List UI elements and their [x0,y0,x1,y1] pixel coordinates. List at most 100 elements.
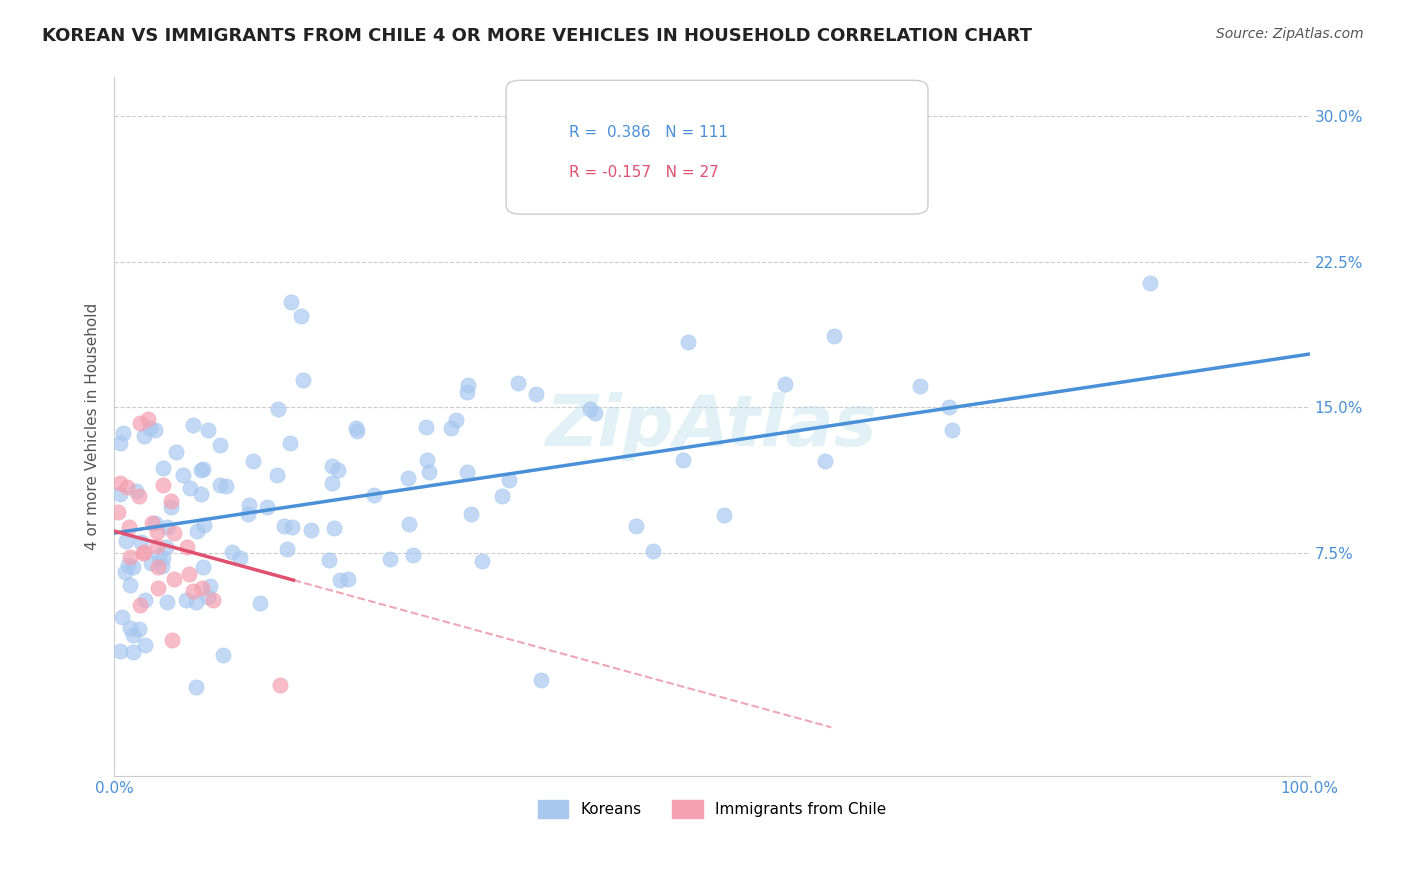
Point [336,573,359,587]
Point [299,523,322,537]
Point [176,540,198,554]
Point [114,565,136,579]
Legend: Koreans, Immigrants from Chile: Koreans, Immigrants from Chile [531,794,893,824]
Point [322,520,344,534]
Point [132,428,155,442]
Point [460,507,482,521]
Point [132,546,155,560]
Point [456,466,478,480]
Point [416,452,439,467]
Point [156,519,179,533]
Point [641,543,664,558]
Point [713,508,735,523]
Point [152,460,174,475]
Point [174,593,197,607]
Point [672,453,695,467]
Text: R =  0.386   N = 111: R = 0.386 N = 111 [569,125,728,140]
Point [292,373,315,387]
Point [163,525,186,540]
Text: R = -0.157   N = 27: R = -0.157 N = 27 [569,165,720,180]
Point [1139,276,1161,290]
Point [256,500,278,515]
Point [318,552,340,566]
Point [108,436,131,450]
Point [197,423,219,437]
Point [172,467,194,482]
Point [108,487,131,501]
Point [908,379,931,393]
Point [276,541,298,556]
Point [418,465,440,479]
Point [146,560,169,574]
Point [209,437,232,451]
Point [321,459,343,474]
Y-axis label: 4 or more Vehicles in Household: 4 or more Vehicles in Household [86,303,100,550]
Point [118,520,141,534]
Point [278,436,301,450]
Point [114,534,136,549]
Point [269,678,291,692]
Point [111,609,134,624]
Point [134,545,156,559]
Point [249,596,271,610]
Point [146,581,169,595]
Point [346,424,368,438]
Point [146,524,169,539]
Point [402,548,425,562]
Point [152,550,174,565]
Point [396,471,419,485]
Point [329,573,352,587]
Point [108,476,131,491]
Point [415,419,437,434]
Point [160,633,183,648]
Point [186,680,208,694]
Point [491,489,513,503]
Point [193,518,215,533]
Point [179,481,201,495]
Point [111,425,134,440]
Point [186,524,208,539]
Point [193,462,215,476]
Point [128,416,150,430]
Point [578,402,600,417]
Point [122,559,145,574]
Point [193,560,215,574]
Point [508,376,530,391]
Point [814,453,837,467]
Point [444,412,467,426]
Point [107,505,129,519]
Point [344,421,367,435]
Point [266,468,288,483]
Point [215,479,238,493]
Text: ZipAtlas: ZipAtlas [546,392,877,461]
Point [229,550,252,565]
Point [120,578,142,592]
Point [498,473,520,487]
Point [181,417,204,432]
Point [363,488,385,502]
Point [321,476,343,491]
Point [146,540,169,554]
Point [197,590,219,604]
Point [281,520,304,534]
Point [266,402,288,417]
Point [162,572,184,586]
Point [160,500,183,515]
Point [290,309,312,323]
Point [115,480,138,494]
Point [200,579,222,593]
Point [138,411,160,425]
Point [143,516,166,530]
Point [236,508,259,522]
Point [155,541,177,555]
Point [398,516,420,531]
Point [179,566,201,581]
Point [242,454,264,468]
Point [134,593,156,607]
Point [530,673,553,687]
Point [676,334,699,349]
Point [139,421,162,435]
Point [190,487,212,501]
Point [128,489,150,503]
Point [440,421,463,435]
